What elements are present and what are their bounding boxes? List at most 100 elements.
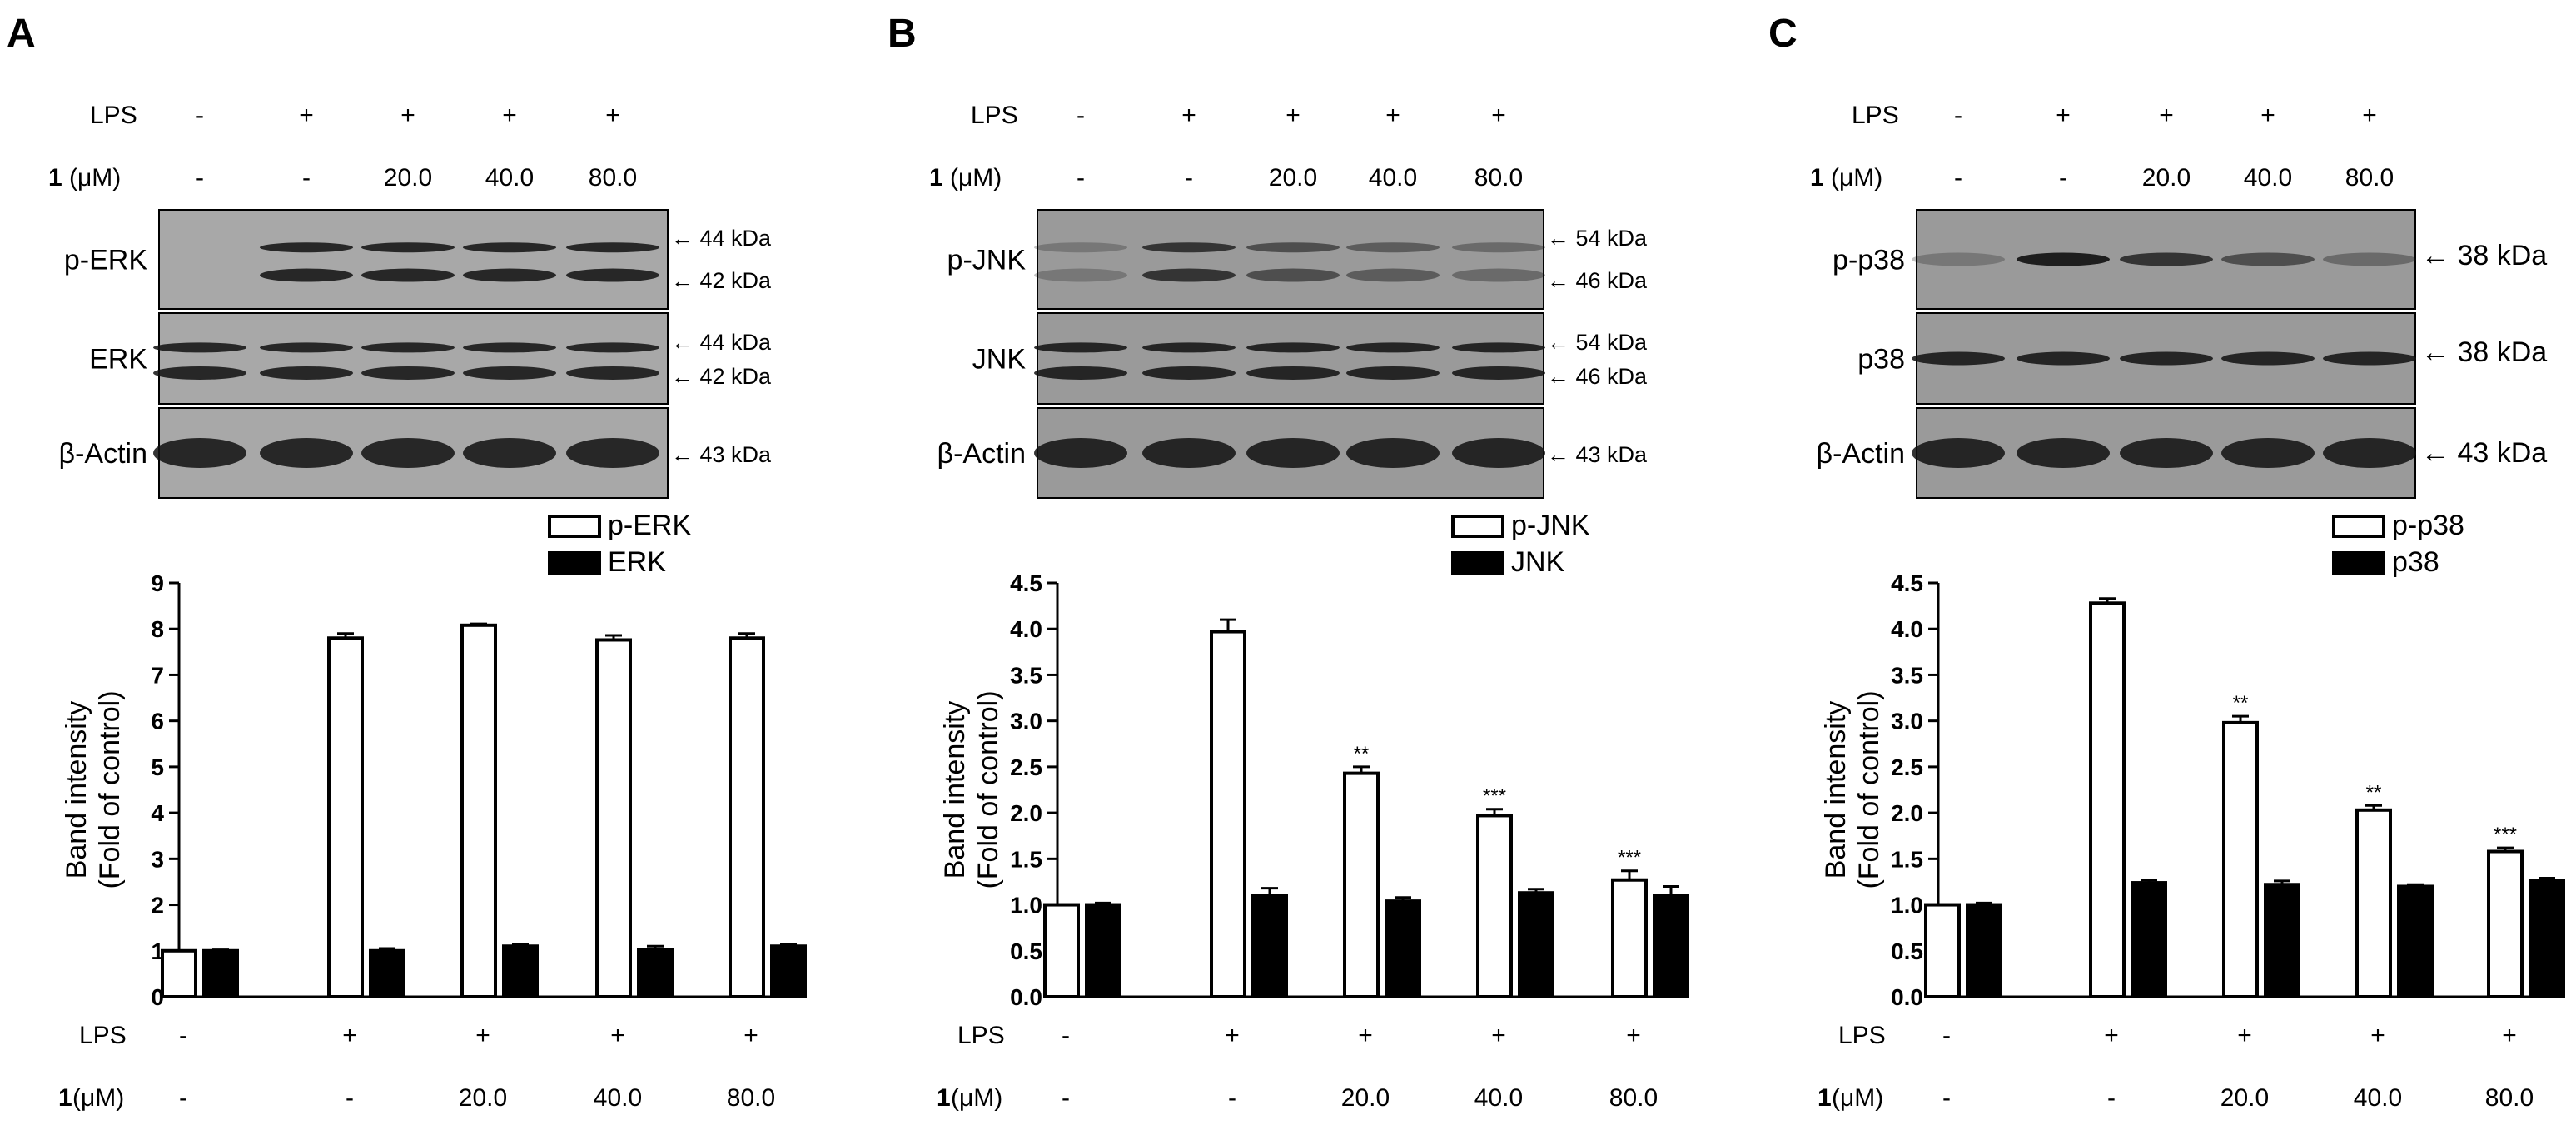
- dose-value: 20.0: [2142, 164, 2191, 192]
- dose-value: -: [1077, 164, 1085, 192]
- significance-marker: ***: [1618, 847, 1641, 869]
- dose-value: 20.0: [1269, 164, 1317, 192]
- blot-band: [153, 342, 246, 353]
- x-row-label-unit: (μM): [1832, 1084, 1883, 1112]
- lps-value: +: [2056, 102, 2071, 129]
- bar: [1210, 630, 1246, 999]
- kda-marker: ← 42 kDa: [671, 364, 772, 389]
- bar: [1966, 903, 2002, 998]
- blot-band: [1346, 242, 1440, 253]
- dose-label-compound: 1: [1810, 164, 1824, 192]
- dose-label-unit: (μM): [943, 164, 1002, 192]
- y-axis-label: Band intensity: [61, 701, 92, 879]
- bar: [1518, 891, 1554, 998]
- bar: [2487, 849, 2524, 999]
- y-tick-label: 3.5: [1010, 662, 1042, 688]
- bar-chart-2: 0.0 0.5 1.0 1.5 2.0 2.5 3.0 3.5 4.0 4.5 Band inten…: [937, 510, 1689, 1112]
- blot-band: [260, 242, 353, 253]
- blot-band: [2120, 351, 2213, 366]
- x-row-label-lps: LPS: [1838, 1022, 1886, 1049]
- blot-band: [361, 438, 455, 468]
- significance-marker: **: [1354, 743, 1370, 765]
- blot-band: [361, 242, 455, 253]
- blot-label: β-Actin: [937, 438, 1026, 470]
- x-dose-value: -: [346, 1084, 354, 1112]
- blot-label: p-ERK: [64, 245, 147, 276]
- legend-swatch: [2332, 551, 2385, 575]
- y-tick-label: 8: [151, 616, 164, 642]
- x-lps-value: -: [1062, 1022, 1070, 1049]
- y-tick-label: 1.5: [1891, 846, 1923, 872]
- kda-marker: ← 54 kDa: [1547, 330, 1648, 355]
- blot-band: [1246, 268, 1340, 282]
- blot-band: [1142, 366, 1236, 380]
- bar: [1251, 894, 1288, 998]
- kda-marker: ← 38 kDa: [2421, 336, 2547, 368]
- blot-band: [260, 366, 353, 380]
- panel-letter: C: [1768, 12, 1798, 56]
- blot-band: [1246, 242, 1340, 253]
- significance-marker: ***: [1483, 785, 1506, 808]
- legend-label: ERK: [608, 546, 666, 578]
- lps-value: +: [2159, 102, 2174, 129]
- panel-letter: B: [888, 12, 917, 56]
- blot-band: [1912, 252, 2005, 266]
- bar: [2355, 808, 2392, 999]
- blot-band: [1142, 242, 1236, 253]
- kda-marker: ← 43 kDa: [2421, 437, 2547, 469]
- dose-value: 40.0: [2244, 164, 2292, 192]
- bar: [2529, 879, 2565, 998]
- dose-value: -: [196, 164, 204, 192]
- legend-swatch: [1451, 551, 1504, 575]
- bar: [1476, 814, 1513, 998]
- y-axis-label: Band intensity: [939, 701, 971, 879]
- y-tick-label: 4.5: [1010, 570, 1042, 596]
- significance-marker: ***: [2494, 824, 2517, 846]
- bar: [161, 948, 197, 999]
- y-tick-label: 0.5: [1891, 938, 1923, 964]
- x-row-label-lps: LPS: [79, 1022, 127, 1049]
- dose-value: -: [1185, 164, 1193, 192]
- x-lps-value: +: [342, 1022, 357, 1049]
- blot-band: [1346, 438, 1440, 468]
- bar: [1924, 903, 1961, 998]
- dose-label-unit: (μM): [1824, 164, 1883, 192]
- lps-value: +: [1385, 102, 1400, 129]
- dose-value: 80.0: [1474, 164, 1523, 192]
- blot-band: [361, 268, 455, 282]
- x-lps-value: +: [1626, 1022, 1641, 1049]
- kda-marker: ← 42 kDa: [671, 268, 772, 293]
- legend-label: p-p38: [2392, 510, 2464, 541]
- blot-band: [2221, 438, 2315, 468]
- blot-band: [361, 342, 455, 353]
- kda-marker: ← 54 kDa: [1547, 226, 1648, 251]
- blot-band: [153, 438, 246, 468]
- bar: [502, 944, 539, 999]
- blot-band: [153, 366, 246, 380]
- blot-band: [1452, 342, 1545, 353]
- blot-band: [1452, 242, 1545, 253]
- x-dose-value: 20.0: [459, 1084, 507, 1112]
- y-tick-label: 4.0: [1010, 616, 1042, 642]
- x-dose-value: 40.0: [1474, 1084, 1523, 1112]
- legend-label: p38: [2392, 546, 2439, 578]
- bar: [1343, 771, 1380, 998]
- lps-value: -: [196, 102, 204, 129]
- y-tick-label: 3.0: [1010, 709, 1042, 734]
- blot-band: [2120, 438, 2213, 468]
- blot-image: [1037, 209, 1544, 310]
- bar: [637, 948, 674, 998]
- blot-band: [2017, 438, 2110, 468]
- dose-label-compound: 1: [48, 164, 62, 192]
- y-tick-label: 1.0: [1010, 893, 1042, 918]
- bar: [369, 948, 405, 999]
- blot-band: [1346, 366, 1440, 380]
- blot-band: [566, 438, 659, 468]
- blot-label: p38: [1857, 344, 1905, 376]
- x-dose-value: 80.0: [2485, 1084, 2534, 1112]
- kda-marker: ← 46 kDa: [1547, 364, 1648, 389]
- x-dose-value: 20.0: [1341, 1084, 1390, 1112]
- bar: [1611, 878, 1648, 999]
- y-tick-label: 4.5: [1891, 570, 1923, 596]
- lps-value: +: [1491, 102, 1506, 129]
